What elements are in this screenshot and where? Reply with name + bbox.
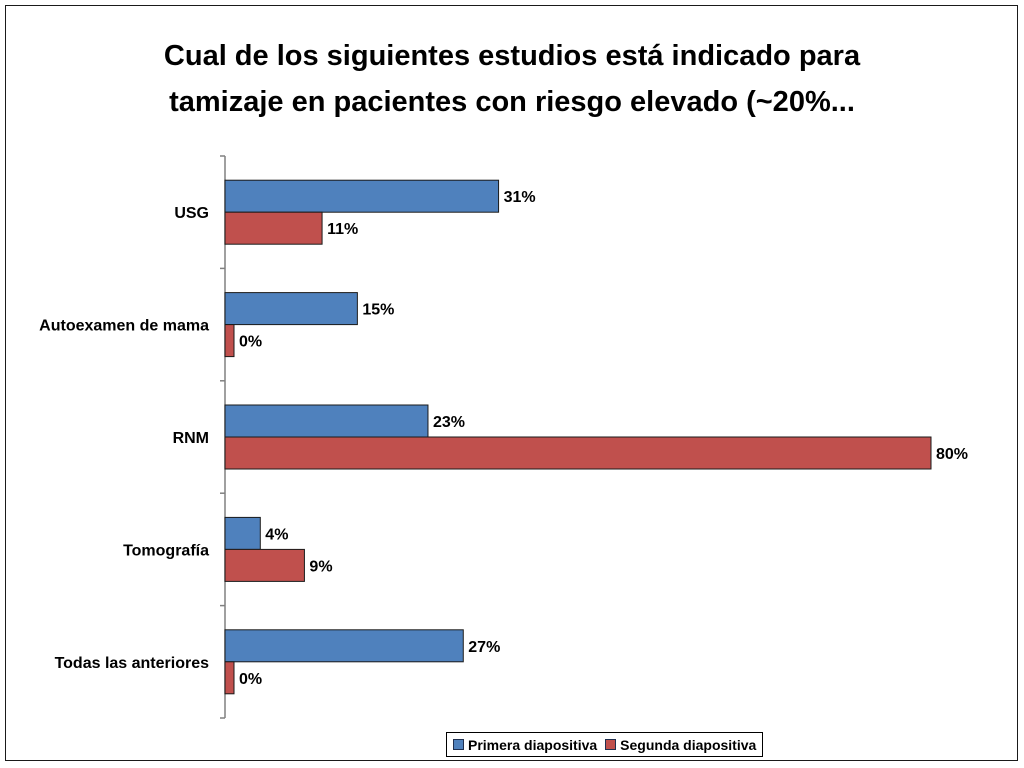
legend-item-series-2: Segunda diapositiva xyxy=(605,737,756,753)
category-label: USG xyxy=(174,205,209,222)
bar-primera xyxy=(224,292,358,326)
chart-frame xyxy=(5,5,1018,761)
data-label: 9% xyxy=(309,558,332,575)
chart-title-line-1: Cual de los siguientes estudios está ind… xyxy=(163,40,861,72)
category-label: Tomografía xyxy=(123,542,209,559)
bar-segunda xyxy=(224,211,323,245)
bar-primera xyxy=(224,516,261,550)
bar-primera xyxy=(224,404,429,438)
data-label: 80% xyxy=(936,446,968,463)
legend-swatch-series-1 xyxy=(453,739,464,750)
data-label: 31% xyxy=(504,189,536,206)
category-label: RNM xyxy=(173,430,209,447)
legend-label-series-1: Primera diapositiva xyxy=(468,736,598,753)
legend-swatch-series-2 xyxy=(605,739,617,750)
legend-label-series-2: Segunda diapositiva xyxy=(620,736,757,753)
data-label: 23% xyxy=(433,414,465,431)
bar-segunda xyxy=(224,548,305,582)
legend-item-series-1: Primera diapositiva xyxy=(453,737,597,753)
bar-primera xyxy=(224,179,500,213)
data-label: 0% xyxy=(239,671,262,688)
bar-segunda xyxy=(224,324,235,358)
data-label: 11% xyxy=(327,221,358,238)
legend: Primera diapositiva Segunda diapositiva xyxy=(446,732,764,757)
data-label: 15% xyxy=(362,302,394,319)
bar-primera xyxy=(224,629,464,663)
bar-segunda xyxy=(224,661,235,695)
bar-segunda xyxy=(224,436,932,470)
data-label: 27% xyxy=(468,639,500,656)
data-label: 4% xyxy=(265,526,288,543)
chart-title-line-2: tamizaje en pacientes con riesgo elevado… xyxy=(169,86,855,118)
category-label: Autoexamen de mama xyxy=(39,318,209,335)
category-label: Todas las anteriores xyxy=(55,655,210,672)
data-label: 0% xyxy=(239,334,262,351)
chart-title: Cual de los siguientes estudios está ind… xyxy=(0,33,1024,125)
